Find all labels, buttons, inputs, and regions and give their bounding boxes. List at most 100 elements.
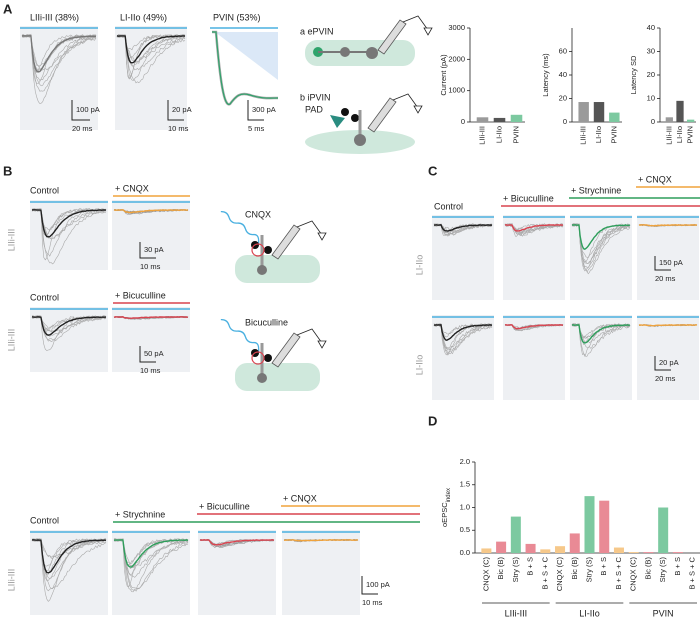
bar [481,548,492,553]
scale-label: 20 ms [655,374,676,383]
x-tick-label: B + S + C [540,556,549,589]
bar [496,541,507,553]
trace-background [503,315,565,400]
scale-bar [654,356,671,371]
trace-background [637,215,699,300]
trace [31,208,107,240]
trace [433,323,493,351]
wire [296,220,323,236]
x-tick-label: LI-IIo [494,126,503,143]
y-tick-label: 0 [461,117,465,126]
electrode [367,97,397,133]
bar [584,496,595,553]
condition-label: + Strychnine [115,509,165,519]
scale-bar [361,576,378,595]
x-tick-label: Stry (S) [511,557,520,583]
trace-background [637,315,699,400]
scale-label: 10 ms [362,598,383,607]
trace [31,315,107,329]
wire [402,15,429,31]
scale-label: 10 ms [140,262,161,271]
tissue [235,363,320,391]
trace [113,538,189,578]
trace [31,209,107,238]
terminal [330,115,345,128]
neuron [351,114,359,122]
trace [571,224,631,250]
scale-bar [654,256,671,271]
y-tick-label: 0 [651,117,655,126]
y-tick-label: 1.5 [460,480,470,489]
y-axis-label-text: oEPSC [440,502,449,527]
x-tick-label: CNQX (C) [555,557,564,592]
condition-label: + Strychnine [571,185,621,195]
scale-label: 100 pA [76,105,100,114]
trace [284,539,359,542]
neuron [340,47,350,57]
x-tick-label: Stry (S) [584,557,593,583]
x-tick-label: Bic (B) [643,556,652,579]
neuron [341,108,349,116]
bar [613,547,624,553]
bar [510,516,521,553]
x-tick-label: PVIN [511,126,520,144]
trace [638,324,698,327]
condition-label: Control [30,515,59,525]
neuron [366,47,378,59]
trace [116,33,186,81]
y-tick-label: 2000 [448,54,465,63]
bar [687,119,695,122]
y-axis-label-text: Current (pA) [439,54,448,96]
bar [593,102,605,122]
trace [433,223,493,236]
scale-label: 20 pA [172,105,192,114]
x-tick-label: LI-IIo [594,126,603,143]
panel-letter: D [428,413,437,428]
wire [392,93,419,109]
x-tick-label: LIIi-III [579,126,588,145]
y-tick-label: 1.0 [460,502,470,511]
trace-title: LIIi-III (38%) [30,12,79,22]
scale-bar [167,100,184,121]
light-stimulus [215,32,278,80]
x-tick-label: Bic (B) [570,556,579,579]
wire [296,328,323,344]
neuron [264,354,272,362]
trace [199,539,275,546]
y-tick-label: 2.0 [460,457,470,466]
panel-letter: B [3,163,12,178]
group-label: LI-IIo [579,608,600,618]
trace [31,315,107,333]
bar [672,552,683,553]
trace [113,538,189,568]
x-tick-label: CNQX (C) [629,557,638,592]
bar [569,533,580,553]
condition-label: + Bicuculline [199,501,250,511]
panel-letter: C [428,163,438,178]
scale-label: 50 pA [144,349,164,358]
trace [31,316,107,336]
y-tick-label: 0.0 [460,548,470,557]
neuron [354,134,366,146]
trace [212,31,279,105]
trace-background [20,26,98,130]
x-tick-label: B + S [526,557,535,576]
trace [571,323,631,357]
trace [116,34,186,62]
row-label: LIIi-III [6,229,16,252]
bar [540,549,551,553]
y-tick-label: 10 [647,93,655,102]
trace [113,539,189,592]
y-tick-label: 3000 [448,23,465,32]
row-label: LIIi-III [6,329,16,352]
block [251,243,265,257]
neuron [257,373,267,383]
scale-label: 20 pA [659,358,679,367]
x-tick-label: LIIi-III [477,126,486,145]
condition-label: + Bicuculline [503,193,554,203]
amp [317,340,327,349]
trace [504,223,564,233]
trace [434,224,493,232]
y-axis-label: Current (pA) [439,54,448,96]
bar [643,552,654,553]
